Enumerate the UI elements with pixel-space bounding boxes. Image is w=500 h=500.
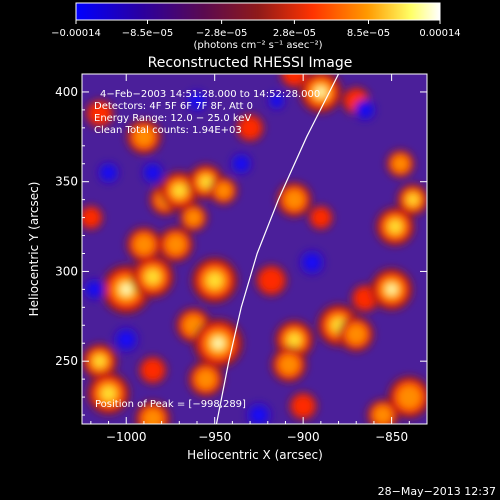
heatmap-blob	[283, 74, 306, 86]
colorbar-tick-label: 2.8e−05	[273, 28, 316, 39]
plot-frame	[81, 73, 428, 425]
heatmap-blob-negative	[305, 256, 319, 269]
heatmap-blob	[287, 333, 301, 347]
x-tick-label: −850	[375, 430, 408, 444]
heatmap-blob	[93, 355, 106, 368]
chart-title: Reconstructed RHESSI Image	[148, 55, 353, 71]
heatmap-blob-negative	[359, 104, 371, 116]
heatmap-blob	[397, 385, 421, 409]
heatmap-blob-negative	[103, 167, 114, 179]
heatmap-blob	[172, 184, 186, 198]
heatmap-blob	[354, 287, 377, 310]
colorbar-tick-label: −2.8e−05	[196, 28, 248, 39]
info-annotation-line: Clean Total counts: 1.94E+03	[94, 125, 242, 136]
y-tick-label: 250	[55, 354, 78, 368]
heatmap-blob	[215, 182, 232, 199]
heatmap-blob	[185, 209, 202, 226]
y-tick-label: 350	[55, 175, 78, 189]
timestamp: 28−May−2013 12:37	[378, 485, 496, 498]
heatmap-blob	[88, 102, 111, 125]
colorbar-tick-label: 8.5e−05	[347, 28, 390, 39]
info-annotations: 4−Feb−2003 14:51:28.000 to 14:52:28.000D…	[94, 89, 320, 136]
heatmap-blob	[407, 194, 419, 205]
heatmap-blob	[101, 386, 116, 401]
heatmap-blob	[145, 269, 160, 284]
x-tick-label: −1000	[106, 430, 147, 444]
colorbar-tick-label: −0.00014	[51, 28, 101, 39]
heatmap-blob-negative	[120, 333, 133, 346]
heatmap-blob-negative	[191, 95, 203, 107]
heatmap-blob-negative	[235, 158, 247, 170]
heatmap-blob	[196, 369, 216, 389]
heatmap-blob	[134, 127, 154, 147]
heatmap-blob-negative	[89, 284, 100, 295]
heatmap-blob	[141, 359, 164, 382]
heatmap-blob-negative	[252, 408, 266, 422]
colorbar-tick-label: −8.5e−05	[122, 28, 174, 39]
y-axis-label: Heliocentric Y (arcsec)	[27, 182, 41, 317]
solar-limb-curve	[215, 74, 340, 424]
info-annotation-line: 4−Feb−2003 14:51:28.000 to 14:52:28.000	[100, 89, 320, 100]
heatmap-blob	[284, 189, 305, 210]
colorbar-tick-label: 0.00014	[419, 28, 460, 39]
plot-area	[82, 74, 427, 424]
peak-position-label: Position of Peak = [−998,289]	[95, 399, 246, 410]
heatmap-blob	[292, 395, 315, 418]
x-tick-label: −900	[287, 430, 320, 444]
heatmap-field	[82, 74, 427, 424]
heatmap-blob-negative	[272, 96, 282, 106]
heatmap-blob	[200, 175, 212, 188]
heatmap-blob	[388, 220, 402, 233]
heatmap-blob	[311, 207, 331, 228]
heatmap-blob	[122, 285, 131, 294]
colorbar-ticks: −0.00014 −8.5e−05 −2.8e−05 2.8e−05 8.5e−05 0.…	[51, 20, 461, 39]
heatmap-blob	[143, 408, 163, 424]
info-annotation-line: Detectors: 4F 5F 6F 7F 8F, Att 0	[94, 101, 253, 112]
heatmap-blob	[134, 234, 154, 255]
colorbar-units: (photons cm⁻² s⁻¹ asec⁻²)	[193, 40, 322, 51]
x-tick-label: −950	[198, 430, 231, 444]
y-tick-label: 400	[55, 85, 78, 99]
heatmap-blob	[374, 406, 392, 424]
heatmap-blob	[346, 324, 366, 344]
heatmap-blob	[214, 339, 223, 348]
heatmap-blob	[239, 116, 262, 139]
x-axis-label: Heliocentric X (arcsec)	[187, 448, 323, 462]
heatmap-blob	[279, 355, 299, 375]
colorbar	[75, 2, 441, 21]
info-annotation-line: Energy Range: 12.0 − 25.0 keV	[94, 113, 251, 124]
y-axis: 250 300 350 400	[55, 73, 427, 416]
y-tick-label: 300	[55, 264, 78, 278]
heatmap-blob	[388, 285, 396, 293]
heatmap-blob	[166, 234, 186, 255]
heatmap-blob	[392, 155, 409, 172]
heatmap-blob-negative	[147, 167, 159, 179]
x-axis: −1000 −950 −900 −850	[90, 74, 428, 444]
heatmap-blob	[82, 207, 101, 228]
heatmap-blob	[317, 88, 325, 96]
heatmap-blob	[207, 272, 223, 289]
heatmap-blob	[258, 267, 284, 293]
